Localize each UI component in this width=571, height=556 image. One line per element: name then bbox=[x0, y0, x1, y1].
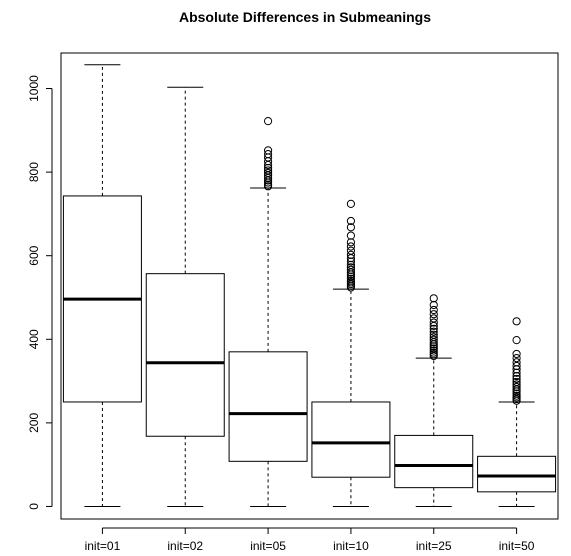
outlier-point bbox=[263, 182, 273, 191]
x-tick-label: init=25 bbox=[416, 539, 452, 553]
outlier-point bbox=[429, 324, 438, 333]
boxes-group bbox=[62, 64, 557, 507]
x-tick-label: init=50 bbox=[499, 539, 535, 553]
outlier-point bbox=[346, 199, 356, 208]
outlier-point bbox=[512, 382, 521, 392]
x-axis: init=01 init=02 init=05 init=10 init=25 init=… bbox=[85, 527, 535, 553]
outlier-point bbox=[346, 250, 356, 259]
outlier-point bbox=[512, 317, 521, 326]
x-tick-label: init=10 bbox=[333, 539, 369, 553]
box-iqr bbox=[228, 351, 308, 462]
outlier-point bbox=[346, 270, 356, 279]
outlier-point bbox=[263, 157, 273, 166]
outlier-point bbox=[263, 160, 273, 170]
outlier-point bbox=[512, 371, 521, 381]
box-init=10 bbox=[311, 199, 391, 507]
y-tick-label: 600 bbox=[27, 245, 41, 265]
box-iqr bbox=[145, 273, 225, 437]
box-init=01 bbox=[62, 64, 142, 507]
y-tick-label: 800 bbox=[27, 162, 41, 182]
outlier-point bbox=[429, 351, 438, 361]
outlier-point bbox=[512, 368, 521, 377]
x-tick-label: init=01 bbox=[85, 539, 121, 553]
outlier-point bbox=[512, 365, 521, 374]
outlier-point bbox=[346, 265, 356, 275]
outlier-point bbox=[512, 374, 521, 384]
outlier-point bbox=[346, 231, 356, 240]
outlier-point bbox=[346, 283, 356, 292]
outlier-point bbox=[512, 336, 521, 345]
y-tick-label: 200 bbox=[27, 413, 41, 433]
outlier-point bbox=[346, 238, 356, 247]
outlier-point bbox=[346, 223, 356, 232]
outlier-point bbox=[263, 176, 273, 185]
outlier-point bbox=[429, 340, 438, 349]
y-tick-label: 0 bbox=[27, 503, 41, 510]
outlier-point bbox=[263, 178, 273, 187]
outlier-point bbox=[346, 268, 356, 277]
outlier-point bbox=[263, 117, 273, 126]
outlier-point bbox=[263, 173, 273, 183]
outlier-point bbox=[512, 353, 521, 363]
plot-frame bbox=[60, 52, 559, 520]
outlier-point bbox=[512, 361, 521, 371]
outlier-point bbox=[512, 349, 521, 359]
box-init=50 bbox=[477, 317, 557, 507]
chart-title: Absolute Differences in Submeanings bbox=[179, 9, 431, 25]
outlier-point bbox=[346, 242, 356, 251]
outlier-point bbox=[429, 300, 438, 310]
x-tick-label: init=05 bbox=[250, 539, 286, 553]
box-iqr bbox=[311, 401, 391, 478]
y-tick-label: 1000 bbox=[27, 75, 41, 102]
outlier-point bbox=[512, 396, 521, 405]
y-tick-label: 400 bbox=[27, 329, 41, 349]
outlier-point bbox=[429, 314, 438, 323]
outlier-point bbox=[429, 338, 438, 347]
outlier-point bbox=[346, 257, 356, 266]
box-init=05 bbox=[228, 117, 308, 507]
outlier-point bbox=[429, 310, 438, 319]
outlier-point bbox=[346, 246, 356, 255]
outlier-point bbox=[429, 346, 438, 355]
outlier-point bbox=[429, 305, 438, 315]
x-tick-label: init=02 bbox=[167, 539, 203, 553]
outlier-point bbox=[512, 385, 521, 394]
box-iqr bbox=[477, 455, 557, 493]
outlier-point bbox=[346, 216, 356, 226]
outlier-point bbox=[429, 318, 438, 327]
outlier-point bbox=[429, 335, 438, 344]
outlier-point bbox=[429, 342, 438, 351]
outlier-point bbox=[429, 321, 438, 331]
outlier-point bbox=[346, 254, 356, 263]
box-iqr bbox=[394, 434, 474, 489]
box-init=25 bbox=[394, 294, 474, 507]
outlier-point bbox=[429, 294, 438, 303]
box-init=02 bbox=[145, 86, 225, 507]
outlier-point bbox=[429, 327, 438, 336]
y-axis: 0 200 400 600 800 1000 bbox=[27, 75, 53, 510]
